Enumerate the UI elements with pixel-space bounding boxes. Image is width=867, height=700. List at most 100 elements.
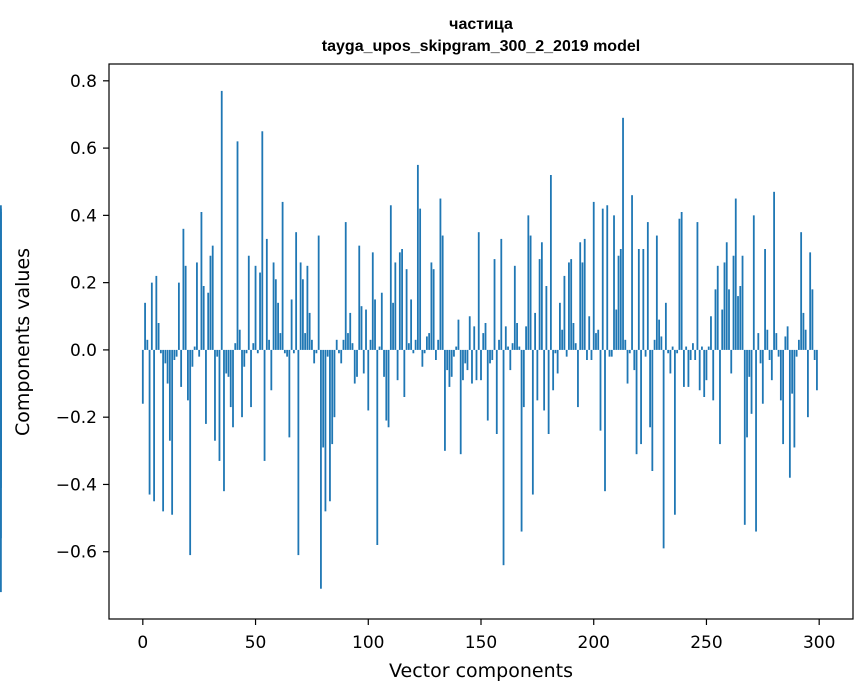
bar [728,289,730,350]
bar [795,349,798,357]
bar [520,349,523,532]
bar [252,343,255,350]
bar [658,319,661,350]
bar [202,286,205,350]
axes-group: 0 50 100 150 200 250 300 −0.6 −0.4 −0.2 0.0 0.2 0.4 0… [56,72,836,653]
bar [773,191,775,350]
bar [759,349,762,364]
bar [746,349,748,438]
bar [180,349,183,387]
bar [141,349,144,404]
chart-subtitle: tayga_upos_skipgram_300_2_2019 model [322,38,640,55]
y-tick-label: 0.2 [70,274,97,294]
bar [680,212,683,350]
bar [466,349,469,371]
bar [507,346,509,350]
bar [563,275,566,350]
bar [286,349,289,357]
bar [290,299,293,350]
bar [813,349,816,360]
bar [385,349,388,421]
bar [448,349,451,387]
bar [238,329,241,350]
bar [624,339,627,350]
bar [764,249,766,350]
bar [338,349,340,354]
bar [701,346,703,350]
bar [342,339,345,350]
bar [304,333,307,350]
bar [527,215,530,350]
bar [407,343,410,350]
bar [635,349,638,455]
bar [486,349,489,421]
bar [164,349,167,364]
bar [428,333,431,350]
bar [459,349,462,455]
bar [317,235,320,350]
x-axis-label: Vector components [389,660,573,682]
bar [802,312,805,350]
bar [311,339,313,350]
bar [457,319,460,350]
bar [315,349,318,354]
bar [274,279,277,350]
bar [416,164,419,350]
bar [367,349,370,411]
bar [146,339,149,350]
bar [155,275,158,350]
y-tick-label: 0.6 [70,139,97,159]
bar [425,336,428,350]
bar [714,289,717,350]
bars-group [0,90,818,593]
bar [779,349,782,401]
bar [464,349,467,364]
bar [579,242,582,350]
bar [610,349,613,357]
bar [423,349,426,354]
bar [182,228,185,350]
bar [412,349,415,354]
bar [398,252,401,350]
bar [462,349,464,381]
bar [168,349,171,441]
bar [615,309,618,350]
bar [306,265,309,350]
bar [200,212,203,350]
bar [628,349,631,354]
bar [441,235,444,350]
y-tick-label: 0.0 [70,341,97,361]
bar [437,339,440,350]
bar [547,349,550,434]
bar [216,349,219,357]
chart-title: частица [449,16,513,33]
bar [403,349,406,397]
bar [482,333,485,350]
bar [543,349,546,411]
bar [782,349,785,445]
bar [301,279,304,350]
bar [710,316,712,350]
bar [637,249,640,350]
bar [777,349,780,357]
bar [473,326,476,350]
bar [347,333,349,350]
bar [211,245,214,350]
bar [660,336,663,350]
bar [292,349,295,354]
bar [308,312,311,350]
bar [752,215,755,350]
bar [622,117,624,350]
bar [626,349,629,384]
bar [484,323,487,350]
bar [475,349,478,381]
bar [797,339,800,350]
bar [788,349,791,478]
y-tick-label: −0.2 [56,408,97,428]
bar [737,296,739,350]
bar [446,349,449,371]
bar [678,218,681,350]
bar [669,349,672,374]
bar [234,343,237,350]
x-tick-label: 150 [465,633,497,653]
